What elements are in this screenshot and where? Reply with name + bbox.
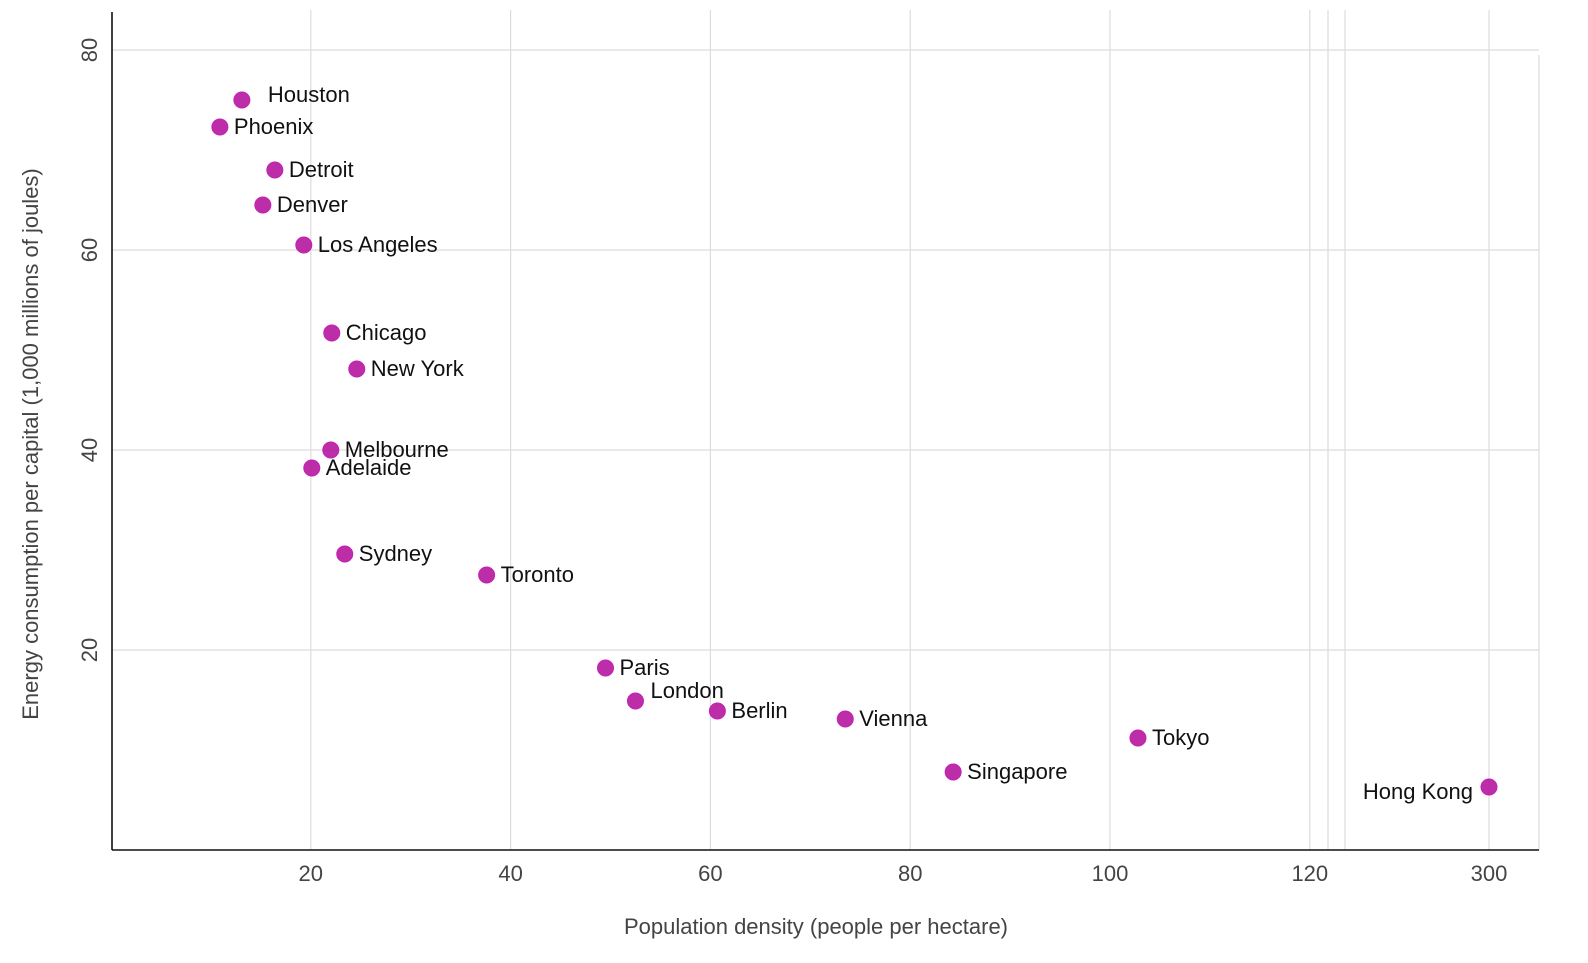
point-label: New York — [371, 356, 465, 381]
data-point — [211, 118, 229, 136]
y-axis-title: Energy consumption per capital (1,000 mi… — [18, 168, 43, 720]
y-tick-label: 20 — [77, 638, 102, 662]
x-tick-label: 120 — [1291, 861, 1328, 886]
point-label: Vienna — [859, 706, 928, 731]
x-tick-label: 40 — [498, 861, 522, 886]
data-point — [708, 702, 726, 720]
y-tick-label: 40 — [77, 438, 102, 462]
point-label: Los Angeles — [318, 232, 438, 257]
point-label: Hong Kong — [1363, 779, 1473, 804]
y-tick-label: 60 — [77, 238, 102, 262]
data-point — [597, 659, 615, 677]
data-point — [336, 545, 354, 563]
data-points: Houston Phoenix Detroit Denver Los Angeles Ch… — [211, 82, 1498, 804]
point-label: Singapore — [967, 759, 1067, 784]
data-point — [303, 459, 321, 477]
data-point — [1129, 729, 1147, 747]
data-point — [254, 196, 272, 214]
data-point — [233, 91, 251, 109]
point-label: Paris — [620, 655, 670, 680]
point-label: Phoenix — [234, 114, 314, 139]
data-point — [836, 710, 854, 728]
data-point — [348, 360, 366, 378]
x-tick-label: 80 — [898, 861, 922, 886]
grid-lines — [112, 10, 1540, 850]
data-point — [626, 692, 644, 710]
point-label: Tokyo — [1152, 725, 1209, 750]
data-point — [1480, 778, 1498, 796]
x-tick-label: 60 — [698, 861, 722, 886]
point-label: Chicago — [346, 320, 427, 345]
tick-labels: 20 40 60 80 20 40 60 80 100 120 300 — [77, 38, 1507, 886]
point-label: Houston — [268, 82, 350, 107]
data-point — [944, 763, 962, 781]
point-label: Denver — [277, 192, 348, 217]
x-axis-title: Population density (people per hectare) — [624, 914, 1008, 939]
data-point — [322, 441, 340, 459]
point-label: Berlin — [731, 698, 787, 723]
point-label: London — [650, 678, 723, 703]
data-point — [323, 324, 341, 342]
data-point — [478, 566, 496, 584]
axes — [111, 12, 1539, 851]
x-tick-label: 300 — [1471, 861, 1508, 886]
point-label: Toronto — [501, 562, 574, 587]
x-tick-label: 20 — [299, 861, 323, 886]
point-label: Sydney — [359, 541, 432, 566]
x-tick-label: 100 — [1092, 861, 1129, 886]
point-label: Adelaide — [326, 455, 412, 480]
point-label: Melbourne — [345, 437, 449, 462]
data-point — [266, 161, 284, 179]
point-label: Detroit — [289, 157, 354, 182]
data-point — [295, 236, 313, 254]
y-tick-label: 80 — [77, 38, 102, 62]
